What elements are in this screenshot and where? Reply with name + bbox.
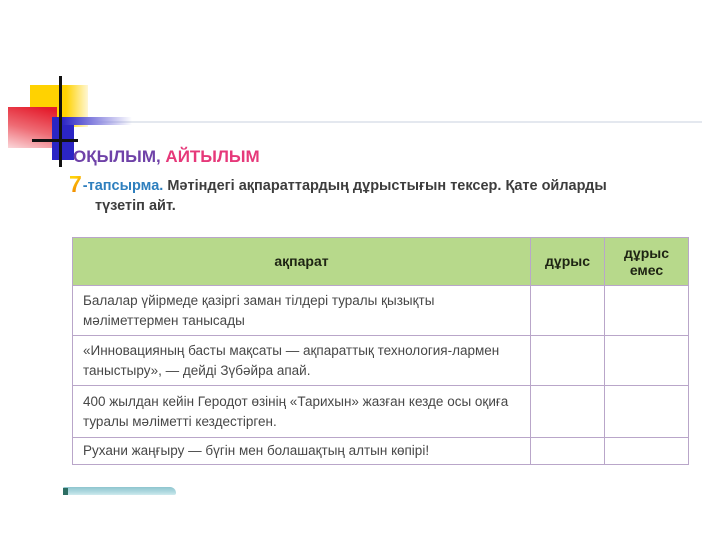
section-heading-reading: ОҚЫЛЫМ,: [73, 147, 161, 166]
task-text-line2: түзетіп айт.: [95, 198, 176, 214]
teal-bar-partial: [63, 487, 176, 495]
decoration-blue-square: [52, 117, 74, 160]
decoration-horizontal-line: [32, 139, 78, 142]
table-row: «Инновацияның басты мақсаты — ақпараттық…: [72, 335, 689, 386]
exercise-table: ақпарат дұрыс дұрыс емес Балалар үйірмед…: [72, 237, 689, 465]
table-row: 400 жылдан кейін Геродот өзінің «Тарихын…: [72, 385, 689, 438]
task-number: 7: [69, 171, 82, 197]
incorrect-checkbox-cell: [604, 335, 689, 386]
faint-divider-line: [62, 121, 702, 123]
task-label: -тапсырма.: [82, 178, 164, 194]
column-header-correct: дұрыс: [530, 237, 605, 286]
table-header-row: ақпарат дұрыс дұрыс емес: [72, 237, 689, 286]
correct-checkbox-cell: [530, 335, 605, 386]
statement-cell: Балалар үйірмеде қазіргі заман тілдері т…: [72, 285, 531, 336]
decoration-blue-gradient-bar: [62, 117, 132, 125]
decoration-vertical-line: [59, 76, 62, 167]
statement-cell: 400 жылдан кейін Геродот өзінің «Тарихын…: [72, 385, 531, 438]
task-statement: 7-тапсырма. Мәтіндегі ақпараттардың дұры…: [69, 171, 691, 216]
section-heading-speaking: АЙТЫЛЫМ: [160, 147, 260, 166]
table-row: Балалар үйірмеде қазіргі заман тілдері т…: [72, 285, 689, 336]
incorrect-checkbox-cell: [604, 437, 689, 465]
statement-cell: «Инновацияның басты мақсаты — ақпараттық…: [72, 335, 531, 386]
column-header-incorrect: дұрыс емес: [604, 237, 689, 286]
incorrect-checkbox-cell: [604, 385, 689, 438]
column-header-information: ақпарат: [72, 237, 531, 286]
statement-cell: Рухани жаңғыру — бүгін мен болашақтың ал…: [72, 437, 531, 465]
section-heading: ОҚЫЛЫМ, АЙТЫЛЫМ: [73, 147, 260, 167]
incorrect-checkbox-cell: [604, 285, 689, 336]
correct-checkbox-cell: [530, 385, 605, 438]
table-row: Рухани жаңғыру — бүгін мен болашақтың ал…: [72, 437, 689, 465]
correct-checkbox-cell: [530, 285, 605, 336]
correct-checkbox-cell: [530, 437, 605, 465]
task-text-line1: Мәтіндегі ақпараттардың дұрыстығын тексе…: [167, 178, 607, 194]
